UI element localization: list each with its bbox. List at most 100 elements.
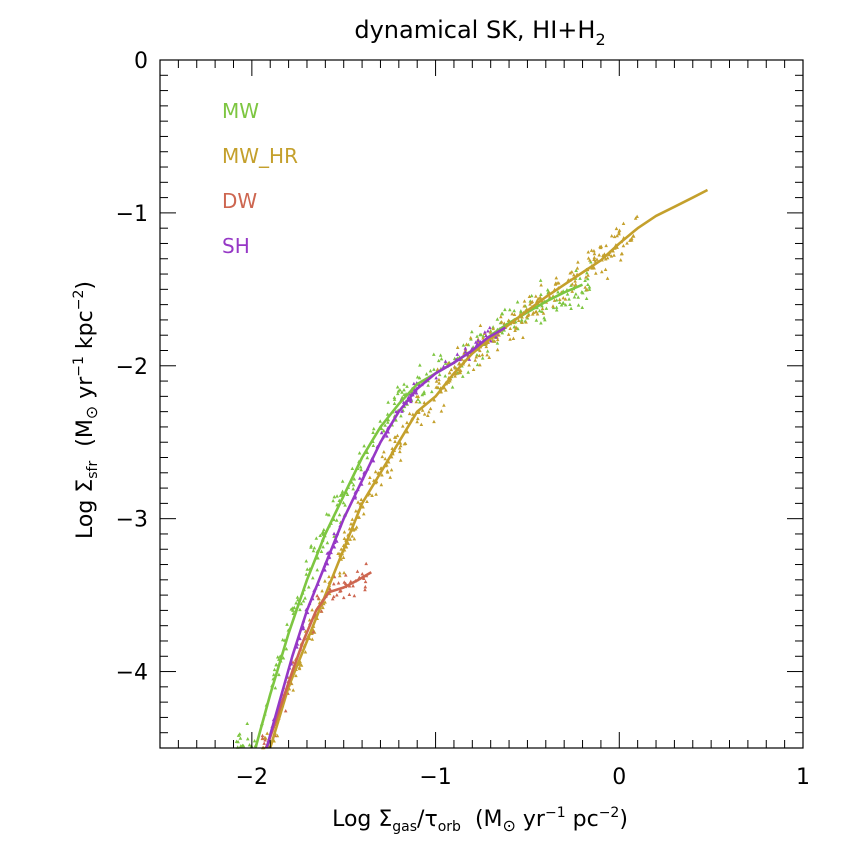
trend-line-layer [254, 188, 709, 749]
y-tick-label: −3 [116, 508, 148, 533]
mw-hr-scatter-point [327, 574, 331, 579]
mw-hr-scatter-point [350, 534, 355, 538]
mw-scatter-point [461, 343, 466, 347]
mw-hr-scatter-point [398, 441, 403, 445]
mw-hr-scatter-point [528, 302, 532, 306]
mw-hr-scatter-point [563, 297, 568, 301]
mw-hr-scatter-point [432, 419, 436, 424]
mw-hr-scatter-point [468, 335, 473, 340]
mw-scatter-point [569, 306, 573, 311]
mw-scatter-point [485, 349, 490, 353]
mw-scatter-point [515, 300, 520, 304]
mw-hr-scatter-point [609, 254, 614, 258]
sh-scatter-point [301, 626, 306, 631]
mw-hr-scatter-point [388, 437, 392, 442]
mw-hr-scatter-point [473, 358, 478, 362]
mw-hr-scatter-point [397, 446, 402, 450]
y-axis-label-main: Log Σ [73, 479, 98, 539]
mw-hr-scatter-point [495, 347, 500, 352]
mw-hr-scatter-point [310, 637, 315, 641]
mw-hr-scatter-point [570, 270, 574, 274]
mw-scatter-point [559, 303, 564, 307]
mw-scatter-point [519, 309, 523, 313]
mw-hr-scatter-point [388, 475, 393, 479]
sh-scatter-point [488, 339, 493, 343]
mw-hr-scatter-point [534, 294, 538, 298]
x-axis-label-sub-gas: gas [392, 819, 417, 835]
mw-hr-scatter-point [338, 573, 342, 578]
mw-scatter-point [415, 375, 420, 379]
mw-hr-scatter-point [414, 399, 419, 404]
sh-scatter-point [476, 338, 480, 342]
mw-scatter-point [237, 732, 242, 736]
mw-hr-scatter-point [618, 258, 623, 262]
mw-hr-scatter-point [419, 422, 424, 427]
mw-scatter-point [567, 297, 571, 301]
mw-scatter-point [299, 601, 304, 606]
mw-hr-scatter-point [547, 295, 552, 299]
mw-hr-trend-line [268, 188, 709, 749]
mw-hr-scatter-point [615, 233, 619, 238]
mw-scatter-point [386, 400, 390, 404]
mw-scatter-point [578, 276, 582, 280]
mw-hr-scatter-point [539, 283, 543, 287]
mw-hr-scatter-point [359, 497, 364, 501]
mw-hr-scatter-point [585, 287, 589, 292]
mw-hr-scatter-point [455, 345, 460, 349]
mw-hr-scatter-point [513, 328, 517, 333]
mw-hr-scatter-point [361, 505, 365, 509]
sun-symbol: ⊙ [503, 816, 516, 835]
mw-hr-scatter-point [299, 663, 304, 667]
mw-scatter-point [500, 330, 505, 335]
mw-hr-scatter-point [592, 257, 596, 262]
dw-trend-line [265, 571, 372, 749]
sh-scatter-point [332, 545, 337, 549]
mw-hr-scatter-point [603, 267, 608, 272]
dw-scatter-point [316, 596, 321, 600]
mw-hr-scatter-point [540, 306, 545, 311]
y-tick-label: −4 [116, 661, 148, 686]
legend-mw: MW [222, 99, 259, 123]
mw-hr-scatter-point [629, 236, 634, 240]
sh-scatter-point [488, 325, 492, 330]
mw-hr-scatter-point [557, 297, 562, 302]
mw-scatter-point [345, 492, 350, 496]
mw-scatter-point [585, 276, 590, 281]
mw-hr-scatter-point [592, 266, 596, 270]
mw-scatter-point [273, 685, 278, 690]
mw-hr-scatter-point [599, 244, 604, 249]
mw-hr-scatter-point [484, 344, 489, 349]
mw-hr-scatter-point [621, 243, 626, 248]
mw-scatter-point [400, 390, 404, 394]
mw-scatter-point [402, 382, 406, 386]
mw-hr-scatter-point [570, 282, 575, 286]
mw-hr-scatter-point [365, 499, 369, 504]
mw-hr-scatter-point [573, 279, 577, 283]
mw-scatter-point [402, 392, 406, 397]
mw-hr-scatter-point [291, 688, 296, 692]
x-axis-unit-yr: yr [516, 807, 546, 832]
mw-hr-scatter-point [342, 536, 347, 541]
mw-hr-scatter-point [597, 253, 601, 257]
mw-hr-scatter-point [416, 416, 420, 421]
dw-scatter-point [291, 660, 295, 664]
mw-hr-scatter-point [620, 251, 624, 256]
mw-scatter-point [475, 334, 479, 338]
mw-scatter-point [357, 451, 362, 455]
mw-hr-scatter-point [594, 271, 598, 275]
mw-scatter-point [335, 494, 339, 498]
mw-scatter-point [332, 494, 337, 499]
mw-hr-scatter-point [348, 537, 353, 541]
mw-hr-scatter-point [346, 541, 351, 545]
mw-scatter-point [537, 308, 542, 313]
mw-scatter-point [331, 498, 335, 503]
mw-hr-scatter-point [374, 492, 378, 496]
mw-hr-scatter-point [427, 409, 431, 414]
mw-scatter-point [343, 503, 347, 507]
mw-scatter-point [321, 529, 325, 534]
sh-scatter-point [332, 531, 336, 536]
mw-scatter-point [508, 307, 512, 312]
mw-hr-scatter-point [533, 310, 538, 314]
mw-hr-scatter-point [508, 337, 512, 341]
mw-scatter-point [539, 292, 543, 296]
